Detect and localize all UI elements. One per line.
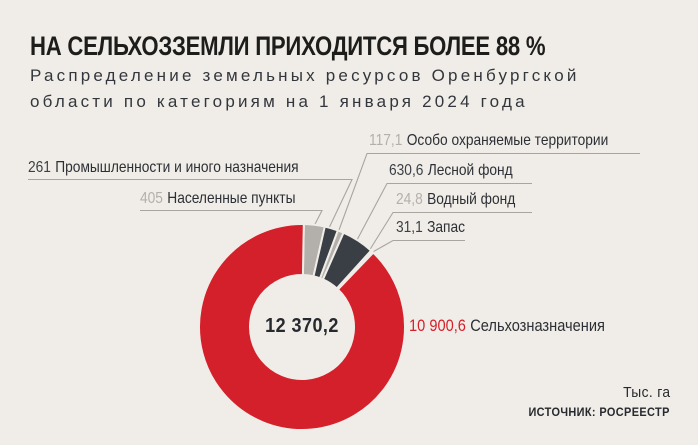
segment-label-protected: 117,1 Особо охраняемые территории bbox=[369, 131, 608, 150]
leader-line-reserve bbox=[370, 239, 465, 254]
segment-name: Запас bbox=[427, 219, 466, 236]
segment-value: 261 bbox=[28, 159, 51, 176]
donut-segments bbox=[198, 223, 407, 431]
donut-center-total: 12 370,2 bbox=[265, 314, 339, 337]
segment-name: Промышленности и иного назначения bbox=[55, 159, 299, 176]
segment-value: 10 900,6 bbox=[409, 316, 466, 335]
donut-segment-6 bbox=[198, 223, 407, 431]
segment-value: 31,1 bbox=[396, 219, 423, 236]
leader-line-industry bbox=[28, 178, 353, 229]
chart-subtitle: Распределение земельных ресурсов Оренбур… bbox=[30, 63, 580, 115]
segment-label-industry: 261 Промышленности и иного назначения bbox=[28, 158, 299, 177]
unit-label: Тыс. га bbox=[622, 384, 670, 401]
leader-line-water bbox=[368, 211, 532, 252]
leader-line-protected bbox=[338, 152, 640, 231]
segment-label-water: 24,8 Водный фонд bbox=[396, 190, 515, 209]
segment-value: 117,1 bbox=[369, 132, 403, 149]
leader-line-forest bbox=[356, 182, 532, 241]
leader-lines bbox=[28, 152, 640, 254]
segment-label-settlements: 405 Населенные пункты bbox=[140, 189, 295, 208]
segment-label-forest: 630,6 Лесной фонд bbox=[389, 161, 513, 180]
segment-value: 630,6 bbox=[389, 162, 424, 179]
segment-label-reserve: 31,1 Запас bbox=[396, 218, 465, 237]
source-label: ИСТОЧНИК: РОСРЕЕСТР bbox=[528, 407, 670, 419]
leader-line-settlements bbox=[140, 209, 323, 229]
segment-name: Лесной фонд bbox=[427, 162, 513, 179]
segment-name: Особо охраняемые территории bbox=[406, 132, 609, 149]
page-title: НА СЕЛЬХОЗЗЕМЛИ ПРИХОДИТСЯ БОЛЕЕ 88 % bbox=[30, 31, 546, 61]
segment-value: 405 bbox=[140, 190, 163, 207]
segment-name: Населенные пункты bbox=[167, 190, 296, 207]
segment-name: Сельхозназначения bbox=[470, 316, 605, 335]
chart-subtitle-line1: Распределение земельных ресурсов Оренбур… bbox=[30, 66, 580, 85]
segment-name: Водный фонд bbox=[427, 191, 516, 208]
chart-subtitle-line2: области по категориям на 1 января 2024 г… bbox=[30, 92, 528, 111]
segment-value: 24,8 bbox=[396, 191, 423, 208]
segment-label-agricultural: 10 900,6 Сельхозназначения bbox=[409, 316, 605, 335]
